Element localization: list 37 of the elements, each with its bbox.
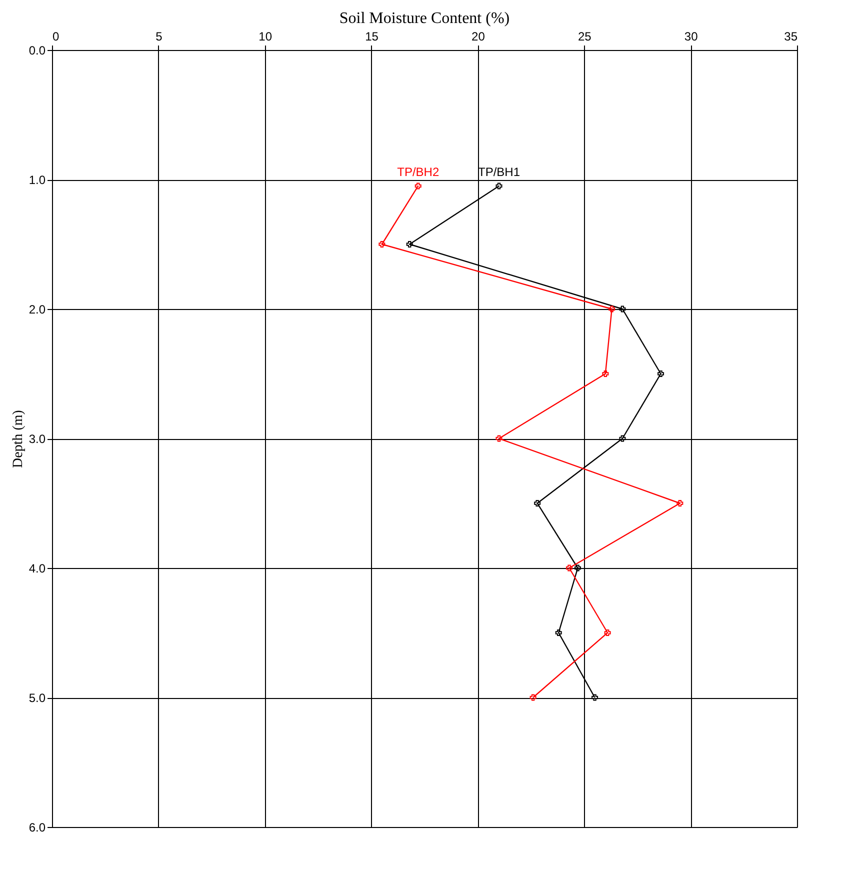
x-tick-label: 5 <box>156 30 163 44</box>
point <box>414 182 422 190</box>
y-tick-label: 4.0 <box>28 562 46 576</box>
point <box>496 182 502 190</box>
point <box>530 694 536 701</box>
y-tick-label: 5.0 <box>28 691 46 705</box>
point <box>592 694 598 701</box>
series-label: TP/BH2 <box>397 164 440 179</box>
point <box>619 435 626 442</box>
x-tick-label: 25 <box>578 30 592 44</box>
point <box>604 630 611 636</box>
point <box>534 500 541 506</box>
y-tick-label: 1.0 <box>28 173 46 187</box>
y-tick-label: 6.0 <box>28 820 46 834</box>
point <box>555 630 562 636</box>
point <box>378 241 386 248</box>
point <box>676 500 684 506</box>
y-tick-label: 3.0 <box>28 432 46 446</box>
point <box>608 306 616 312</box>
point <box>496 435 502 442</box>
point <box>566 564 572 572</box>
y-axis-title: Depth (m) <box>10 410 26 468</box>
series-label: TP/BH1 <box>478 164 520 179</box>
x-tick-label: 30 <box>684 30 698 44</box>
point <box>658 370 664 377</box>
x-tick-label: 20 <box>472 30 486 44</box>
x-tick-label: 15 <box>365 30 379 44</box>
point <box>574 564 581 572</box>
x-tick-label: 35 <box>784 30 798 44</box>
point <box>619 306 626 312</box>
y-tick-label: 0.0 <box>28 44 46 58</box>
x-tick-label: 0 <box>52 30 60 44</box>
x-tick-label: 10 <box>258 30 272 44</box>
chart-title: Soil Moisture Content (%) <box>339 10 510 27</box>
point <box>406 241 413 248</box>
y-tick-label: 2.0 <box>28 302 46 316</box>
point <box>602 370 609 377</box>
